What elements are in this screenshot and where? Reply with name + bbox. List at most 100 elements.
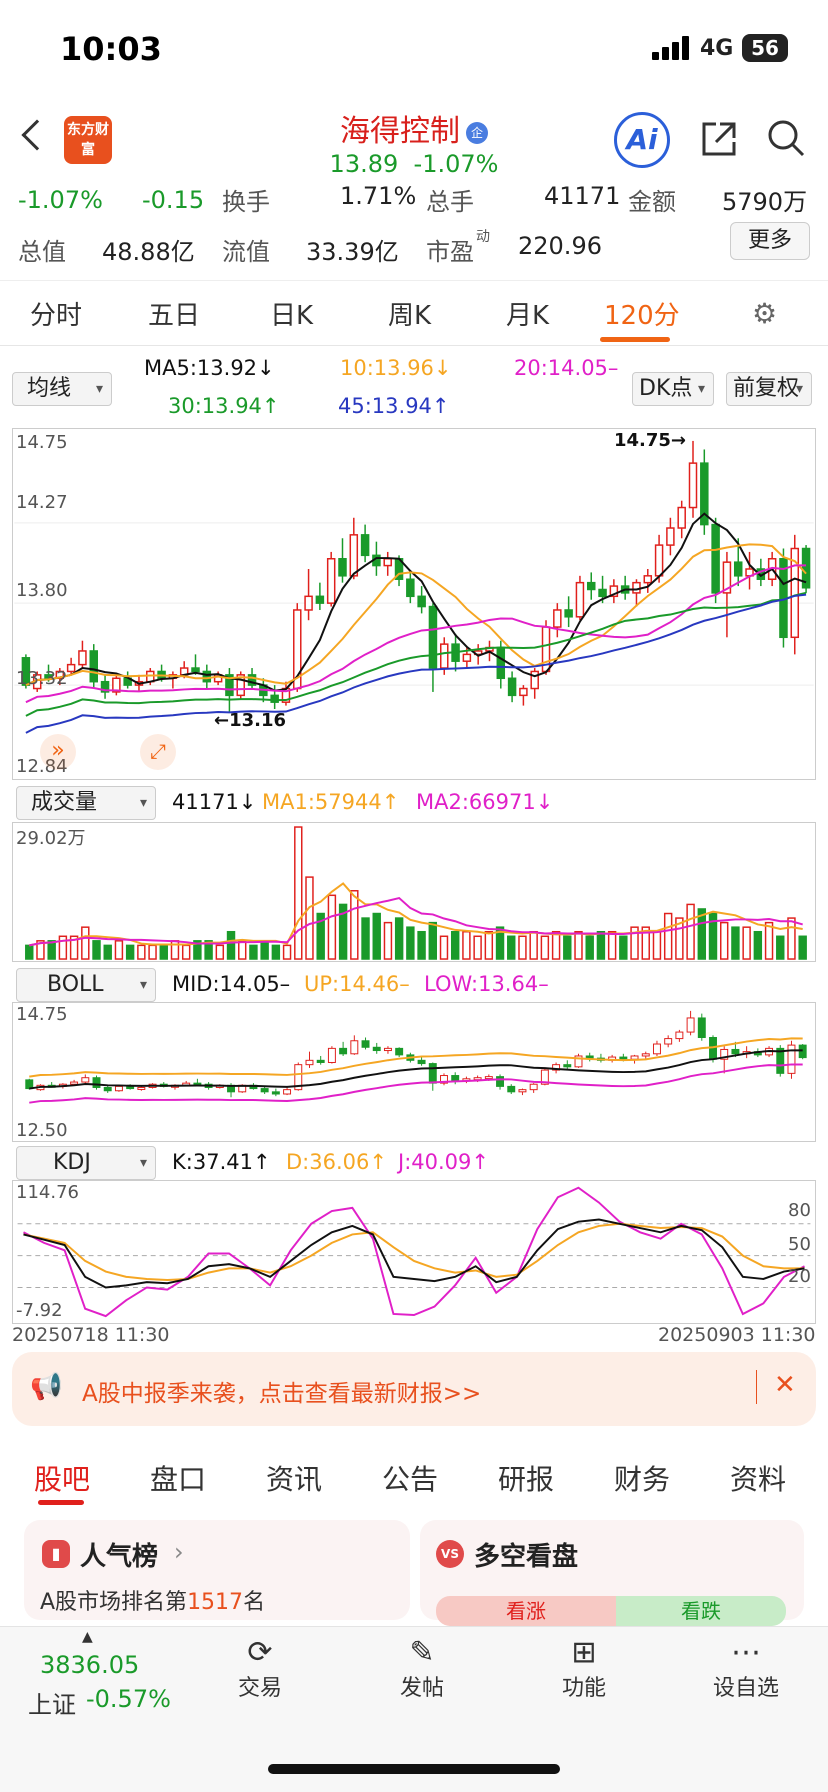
banner-text: A股中报季来袭，点击查看最新财报>> (82, 1381, 482, 1407)
tab-finance[interactable]: 财务 (614, 1463, 671, 1496)
boll-candle-body (316, 1059, 325, 1063)
volume-bar (697, 908, 707, 960)
bull-button[interactable]: 看涨 (436, 1596, 616, 1626)
share-icon[interactable] (700, 120, 738, 158)
boll-low: LOW:13.64– (424, 972, 549, 996)
tab-fenshi[interactable]: 分时 (30, 301, 83, 331)
boll-candle-body (395, 1047, 404, 1056)
volume-bar (607, 930, 617, 960)
kdj-k: K:37.41↑ (172, 1150, 271, 1174)
function-button[interactable]: ⊞ 功能 (524, 1627, 644, 1702)
tab-week-k[interactable]: 周K (388, 301, 432, 331)
more-button[interactable]: 更多 (730, 222, 810, 260)
candle-body (66, 663, 76, 673)
ma30-line (25, 591, 807, 717)
y-label-0: 14.75 (16, 432, 68, 453)
candle-body (666, 527, 675, 546)
candle-body (315, 595, 325, 604)
kline-chart[interactable] (12, 428, 816, 780)
tab-pankou[interactable]: 盘口 (150, 1463, 207, 1496)
candle-body (417, 595, 426, 608)
long-short-card[interactable]: VS 多空看盘 看涨 看跌 (420, 1520, 804, 1626)
kdj-selector[interactable]: KDJ (16, 1146, 156, 1180)
candle-body (722, 561, 732, 594)
post-label: 发帖 (399, 1676, 444, 1701)
volume-bar (630, 926, 639, 960)
amount-value: 5790万 (722, 188, 808, 216)
kdj-j-line (23, 1186, 805, 1318)
candle-body (349, 534, 359, 577)
dk-button[interactable]: DK点 (632, 372, 714, 406)
boll-candle-body (697, 1017, 706, 1038)
edit-icon: ✎ (409, 1635, 435, 1670)
tab-wuri[interactable]: 五日 (148, 301, 201, 331)
tab-month-k[interactable]: 月K (506, 301, 550, 331)
close-icon[interactable]: ✕ (774, 1370, 796, 1400)
boll-candle-body (339, 1047, 348, 1055)
volume-selector[interactable]: 成交量 (16, 786, 156, 820)
tab-profile[interactable]: 资料 (730, 1463, 787, 1496)
boll-candle-body (731, 1048, 740, 1055)
y-label-1: 14.27 (16, 492, 68, 513)
double-chevron-icon[interactable]: » (40, 734, 76, 770)
tab-120min[interactable]: 120分 (604, 301, 680, 331)
volume-bar (484, 930, 494, 960)
turnover-value: 1.71% (340, 182, 417, 210)
volume-bar (305, 876, 314, 960)
volume-bar (249, 944, 258, 960)
ai-button[interactable]: Ai (614, 112, 670, 168)
boll-candle-body (552, 1064, 561, 1071)
candle-body (191, 667, 200, 673)
tab-notice[interactable]: 公告 (382, 1463, 439, 1496)
volume-bar (675, 917, 684, 960)
post-button[interactable]: ✎ 发帖 (362, 1627, 482, 1702)
volume-bar (652, 930, 662, 960)
ma20-value: 20:14.05– (514, 356, 619, 380)
kdj-ymax: 114.76 (16, 1182, 79, 1203)
boll-candle-body (496, 1076, 505, 1087)
expand-icon[interactable]: ⤢ (140, 734, 176, 770)
high-marker: 14.75→ (614, 430, 687, 451)
tab-news[interactable]: 资讯 (266, 1463, 323, 1496)
date-end: 20250903 11:30 (658, 1324, 816, 1346)
info-tabs: 股吧 盘口 资讯 公告 研报 财务 资料 (0, 1444, 828, 1510)
boll-candle-body (540, 1069, 549, 1085)
volume-bar (204, 940, 213, 960)
candle-body (112, 677, 121, 693)
boll-up-line (29, 1037, 803, 1078)
candle-body (564, 609, 573, 618)
tab-day-k[interactable]: 日K (270, 301, 314, 331)
function-label: 功能 (561, 1676, 606, 1701)
volume-bar (473, 935, 482, 960)
bear-button[interactable]: 看跌 (616, 1596, 786, 1626)
ma-selector[interactable]: 均线 (12, 372, 112, 406)
search-icon[interactable] (766, 118, 806, 158)
fuquan-button[interactable]: 前复权 (726, 372, 812, 406)
active-tab-indicator (600, 337, 670, 342)
volume-bar (641, 926, 650, 960)
candle-body (496, 646, 506, 680)
watchlist-label: 设自选 (712, 1676, 779, 1701)
tab-guba[interactable]: 股吧 (34, 1463, 91, 1496)
index-value[interactable]: 3836.05 (40, 1651, 140, 1679)
kdj-chart[interactable] (12, 1180, 816, 1324)
gear-icon[interactable]: ⚙ (752, 297, 778, 330)
volume-bar (215, 944, 225, 960)
trade-button[interactable]: ⟳ 交易 (200, 1627, 320, 1702)
candle-body (44, 674, 53, 680)
volume-chart[interactable] (12, 822, 816, 962)
report-banner[interactable]: 📢 A股中报季来袭，点击查看最新财报>> ✕ (12, 1352, 816, 1426)
float-value: 33.39亿 (306, 238, 399, 266)
candle-body (383, 558, 392, 567)
boll-selector[interactable]: BOLL (16, 968, 156, 1002)
tab-research[interactable]: 研报 (498, 1463, 555, 1496)
popularity-card[interactable]: ▮ 人气榜 › A股市场排名第1517名 (24, 1520, 410, 1620)
boll-candle-body (720, 1048, 729, 1060)
battery-icon: 56 (742, 34, 788, 62)
boll-chart[interactable] (12, 1002, 816, 1142)
boll-candle-body (271, 1091, 280, 1095)
volume-bar (686, 903, 695, 960)
volume-bar (406, 926, 415, 960)
add-watchlist-button[interactable]: ⋯ 设自选 (686, 1627, 806, 1702)
mktcap-value: 48.88亿 (102, 238, 195, 266)
